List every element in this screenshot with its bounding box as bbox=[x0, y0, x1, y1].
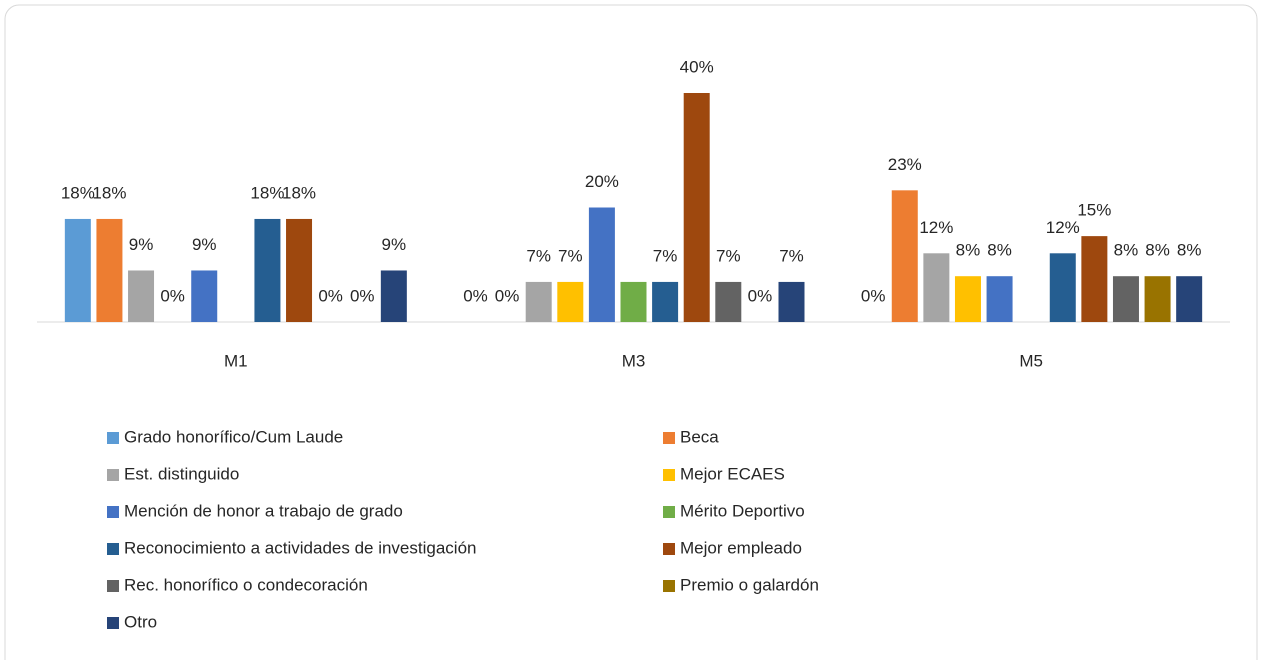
legend-label: Mejor empleado bbox=[680, 538, 802, 557]
data-label: 9% bbox=[382, 235, 407, 254]
legend-swatch bbox=[663, 432, 675, 444]
data-label: 40% bbox=[680, 57, 714, 76]
legend-label: Rec. honorífico o condecoración bbox=[124, 575, 368, 594]
bar bbox=[254, 218, 281, 322]
data-label: 7% bbox=[779, 246, 804, 265]
legend-label: Mejor ECAES bbox=[680, 464, 785, 483]
data-label: 8% bbox=[1114, 241, 1139, 260]
bar bbox=[954, 276, 981, 322]
bar bbox=[652, 281, 679, 322]
legend-swatch bbox=[107, 432, 119, 444]
x-tick-label: M1 bbox=[224, 351, 248, 370]
legend-swatch bbox=[107, 617, 119, 629]
bar bbox=[96, 218, 123, 322]
legend-label: Reconocimiento a actividades de investig… bbox=[124, 538, 476, 557]
bar bbox=[683, 93, 710, 322]
data-label: 20% bbox=[585, 172, 619, 191]
data-label: 15% bbox=[1077, 201, 1111, 220]
data-label: 8% bbox=[987, 241, 1012, 260]
legend-label: Mención de honor a trabajo de grado bbox=[124, 501, 403, 520]
bar bbox=[1144, 276, 1171, 322]
legend-label: Beca bbox=[680, 427, 719, 446]
legend-label: Est. distinguido bbox=[124, 464, 239, 483]
bar bbox=[286, 218, 313, 322]
legend-swatch bbox=[107, 469, 119, 481]
bar bbox=[191, 270, 218, 322]
bar bbox=[128, 270, 155, 322]
bar bbox=[557, 281, 584, 322]
bar bbox=[620, 281, 647, 322]
data-label: 8% bbox=[1145, 241, 1170, 260]
data-label: 0% bbox=[495, 286, 520, 305]
data-label: 12% bbox=[919, 218, 953, 237]
data-label: 7% bbox=[716, 246, 741, 265]
bar bbox=[1049, 253, 1076, 322]
data-label: 8% bbox=[956, 241, 981, 260]
bar bbox=[588, 207, 615, 322]
bar bbox=[778, 281, 805, 322]
legend-swatch bbox=[663, 506, 675, 518]
legend-swatch bbox=[663, 580, 675, 592]
bar bbox=[891, 190, 918, 322]
data-label: 0% bbox=[350, 286, 375, 305]
data-label: 18% bbox=[61, 183, 95, 202]
data-label: 0% bbox=[318, 286, 343, 305]
bar bbox=[986, 276, 1013, 322]
legend-swatch bbox=[107, 543, 119, 555]
data-label: 18% bbox=[92, 183, 126, 202]
data-label: 0% bbox=[748, 286, 773, 305]
legend-swatch bbox=[107, 506, 119, 518]
data-label: 18% bbox=[282, 183, 316, 202]
data-label: 8% bbox=[1177, 241, 1202, 260]
data-label: 9% bbox=[129, 235, 154, 254]
x-tick-label: M3 bbox=[622, 351, 646, 370]
chart-frame bbox=[4, 4, 1258, 665]
x-tick-label: M5 bbox=[1019, 351, 1043, 370]
bar bbox=[1112, 276, 1139, 322]
data-label: 0% bbox=[463, 286, 488, 305]
legend-label: Grado honorífico/Cum Laude bbox=[124, 427, 343, 446]
data-label: 9% bbox=[192, 235, 217, 254]
data-label: 7% bbox=[526, 246, 551, 265]
legend-swatch bbox=[107, 580, 119, 592]
data-label: 0% bbox=[861, 286, 886, 305]
data-label: 0% bbox=[160, 286, 185, 305]
data-label: 23% bbox=[888, 155, 922, 174]
legend-label: Premio o galardón bbox=[680, 575, 819, 594]
data-label: 7% bbox=[653, 246, 678, 265]
bar bbox=[715, 281, 742, 322]
data-label: 12% bbox=[1046, 218, 1080, 237]
legend-label: Mérito Deportivo bbox=[680, 501, 805, 520]
bar bbox=[923, 253, 950, 322]
bar bbox=[380, 270, 407, 322]
legend-swatch bbox=[663, 469, 675, 481]
data-label: 7% bbox=[558, 246, 583, 265]
bar bbox=[525, 281, 552, 322]
bar bbox=[64, 218, 91, 322]
legend-swatch bbox=[663, 543, 675, 555]
legend-label: Otro bbox=[124, 612, 157, 631]
data-label: 18% bbox=[250, 183, 284, 202]
bar bbox=[1176, 276, 1203, 322]
bar bbox=[1081, 236, 1108, 322]
